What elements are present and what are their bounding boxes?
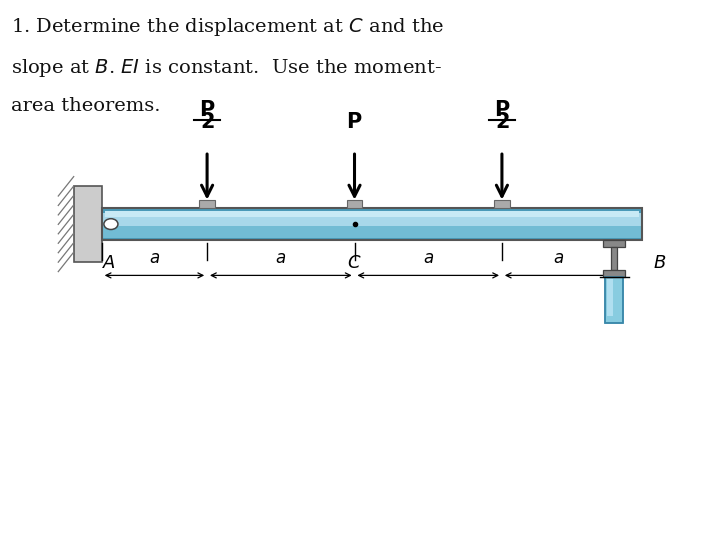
Text: $a$: $a$ <box>552 251 564 267</box>
Text: 1. Determine the displacement at $C$ and the: 1. Determine the displacement at $C$ and… <box>11 16 444 38</box>
Circle shape <box>104 219 118 230</box>
Text: $a$: $a$ <box>149 251 160 267</box>
Text: $\mathbf{P}$: $\mathbf{P}$ <box>346 112 363 132</box>
FancyBboxPatch shape <box>102 213 642 226</box>
Text: $a$: $a$ <box>423 251 434 267</box>
Text: $\mathbf{2}$: $\mathbf{2}$ <box>200 112 214 132</box>
FancyBboxPatch shape <box>105 211 639 217</box>
FancyBboxPatch shape <box>102 208 642 240</box>
Text: slope at $B$. $EI$ is constant.  Use the moment-: slope at $B$. $EI$ is constant. Use the … <box>11 57 442 79</box>
Text: $\mathbf{P}$: $\mathbf{P}$ <box>199 100 216 120</box>
FancyBboxPatch shape <box>102 213 642 238</box>
FancyBboxPatch shape <box>605 277 623 323</box>
Text: $B$: $B$ <box>653 254 666 272</box>
FancyBboxPatch shape <box>611 247 618 270</box>
Text: $\mathbf{P}$: $\mathbf{P}$ <box>494 100 510 120</box>
Text: area theorems.: area theorems. <box>11 97 160 115</box>
FancyBboxPatch shape <box>347 200 362 208</box>
FancyBboxPatch shape <box>607 279 613 316</box>
FancyBboxPatch shape <box>603 240 625 247</box>
Text: $C$: $C$ <box>347 254 362 272</box>
Text: $A$: $A$ <box>102 254 116 272</box>
FancyBboxPatch shape <box>603 270 625 277</box>
Text: $\mathbf{2}$: $\mathbf{2}$ <box>495 112 509 132</box>
Text: $a$: $a$ <box>275 251 286 267</box>
FancyBboxPatch shape <box>494 200 510 208</box>
FancyBboxPatch shape <box>74 186 102 262</box>
FancyBboxPatch shape <box>199 200 215 208</box>
